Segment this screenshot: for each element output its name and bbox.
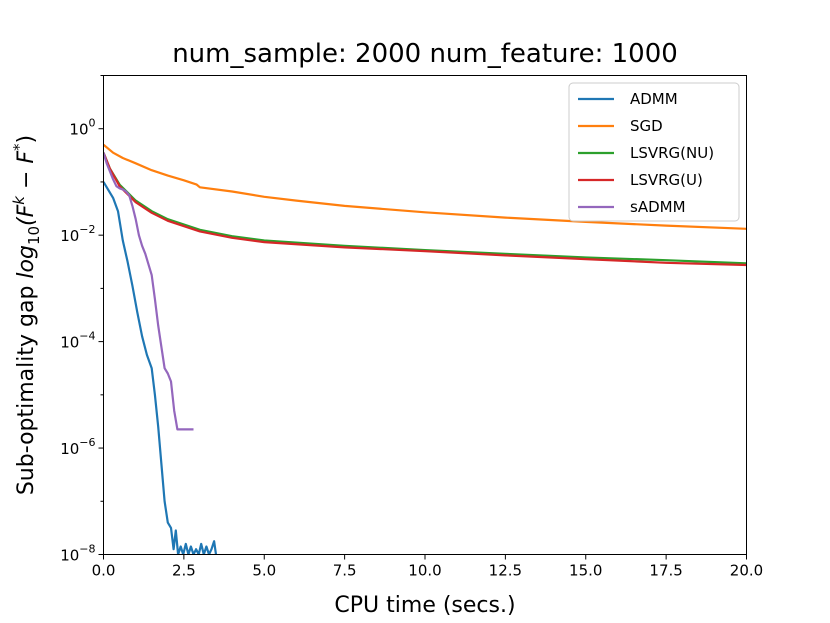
y-axis-label-log: log [14,245,39,279]
plot-area: 0.0 2.5 5.0 7.5 10.0 12.5 15.0 17.5 20.0 10−810−… [60,75,763,580]
y-axis-label-prefix: Sub-optimality gap [14,279,39,496]
plot-frame [103,75,747,555]
y-tick-label-exponent-3: −2 [79,223,95,236]
y-axis-label-close: ) [14,135,39,144]
x-tick-label-2: 5.0 [252,562,276,580]
y-tick-label-base-4: 10 [69,121,88,139]
x-axis-ticks: 0.0 2.5 5.0 7.5 10.0 12.5 15.0 17.5 20.0 [92,554,763,580]
x-tick-label-5: 12.5 [489,562,522,580]
x-tick-label-6: 15.0 [569,562,602,580]
y-axis-label-superscript-k: k [10,195,28,205]
series-line-sgd [103,143,747,230]
y-tick-label-1: 10−6 [60,436,95,458]
y-tick-label-base-3: 10 [60,227,79,245]
legend-label-sgd: SGD [630,117,663,135]
legend-label-sadmm: sADMM [630,198,686,216]
legend-box [568,82,740,222]
y-tick-label-base-1: 10 [60,440,79,458]
x-tick-label-1: 2.5 [172,562,196,580]
y-tick-label-4: 100 [69,117,95,139]
y-tick-label-exponent-0: −8 [79,543,95,556]
y-tick-label-exponent-2: −4 [79,330,95,343]
x-tick-label-4: 10.0 [408,562,441,580]
series-line-sadmm [103,152,194,431]
y-tick-label-exponent-1: −6 [79,436,95,449]
series-layer [103,143,747,555]
x-tick-label-7: 17.5 [649,562,682,580]
y-tick-label-0: 10−8 [60,543,95,565]
legend-label-lsvrg-nu: LSVRG(NU) [630,144,714,162]
y-tick-label-base-2: 10 [60,334,79,352]
y-axis-label-minus: − F [14,151,39,196]
legend-label-lsvrg-u: LSVRG(U) [630,171,703,189]
y-tick-label-exponent-4: 0 [89,117,96,130]
legend: ADMM SGD LSVRG(NU) LSVRG(U) sADMM [568,82,740,222]
x-tick-label-0: 0.0 [92,562,116,580]
y-tick-label-base-0: 10 [60,547,79,565]
y-axis-label-open: (F [14,204,39,226]
x-axis-label: CPU time (secs.) [334,593,515,618]
y-tick-label-3: 10−2 [60,223,95,245]
x-tick-label-8: 20.0 [730,562,763,580]
x-tick-label-3: 7.5 [333,562,357,580]
legend-label-admm: ADMM [630,90,678,108]
y-axis-label-subscript: 10 [25,226,43,245]
chart-title: num_sample: 2000 num_feature: 1000 [172,39,678,69]
legend-entries: ADMM SGD LSVRG(NU) LSVRG(U) sADMM [578,90,714,216]
series-line-admm [103,181,218,555]
y-tick-label-2: 10−4 [60,330,95,352]
y-axis-label-superscript-star: * [10,143,28,151]
y-axis-label: Sub-optimality gap log10(Fk − F*) [10,135,43,495]
